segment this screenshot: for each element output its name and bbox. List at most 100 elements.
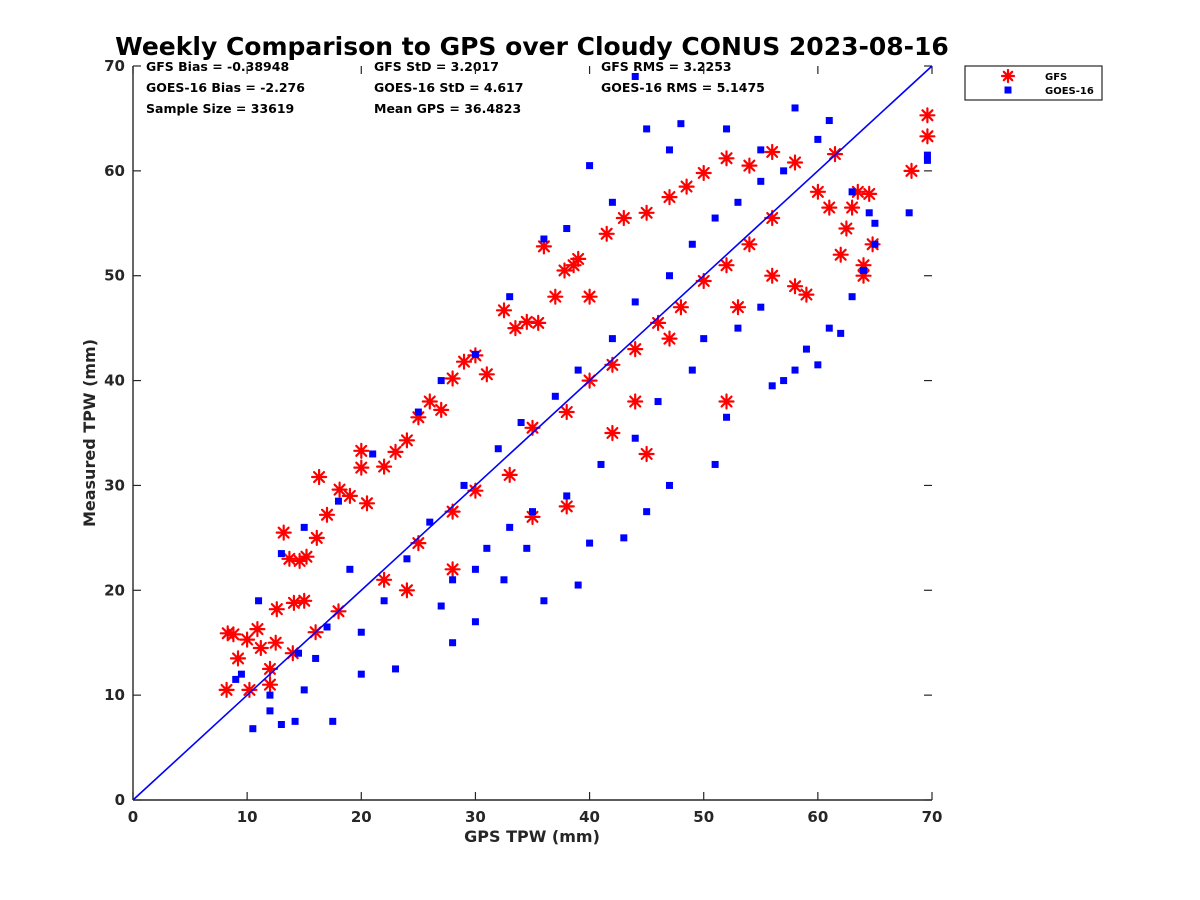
data-point [837, 329, 845, 337]
data-point [615, 209, 632, 227]
y-tick-label: 60 [104, 162, 125, 180]
data-point [380, 597, 388, 605]
data-point [723, 125, 731, 133]
data-point [300, 686, 308, 694]
x-tick-label: 0 [128, 808, 138, 826]
data-point [838, 220, 855, 237]
data-point [734, 198, 742, 206]
data-point [905, 209, 913, 217]
data-point [460, 481, 468, 489]
data-point [500, 576, 508, 584]
data-point [723, 413, 731, 421]
x-axis-label: GPS TPW (mm) [464, 827, 600, 846]
data-point [398, 582, 415, 599]
data-point [718, 257, 735, 274]
data-point [631, 72, 639, 80]
data-point [798, 286, 815, 303]
x-tick-label: 40 [579, 808, 600, 826]
stat-label: GOES-16 StD = 4.617 [374, 80, 523, 95]
data-point [650, 314, 667, 331]
data-point [312, 654, 320, 662]
data-point [357, 670, 365, 678]
data-point [620, 534, 628, 542]
data-point [757, 303, 765, 311]
data-point [638, 204, 655, 221]
data-point [741, 157, 758, 174]
data-point [241, 681, 258, 698]
data-point [232, 675, 240, 683]
data-point [353, 442, 370, 459]
y-tick-label: 10 [104, 686, 125, 704]
data-point [478, 366, 495, 383]
data-point [574, 581, 582, 589]
data-point [565, 257, 582, 274]
data-point [444, 561, 461, 578]
data-point [291, 552, 308, 569]
data-point [331, 481, 348, 498]
data-point [825, 324, 833, 332]
data-point [825, 117, 833, 125]
data-point [665, 146, 673, 154]
data-point [757, 146, 765, 154]
data-point [387, 443, 404, 460]
data-point [695, 272, 712, 290]
data-point [529, 508, 536, 516]
data-point [403, 555, 411, 563]
data-point [821, 199, 838, 216]
data-point [786, 154, 804, 171]
data-point [780, 167, 788, 175]
data-point [604, 356, 621, 373]
data-point [281, 550, 298, 567]
data-point [718, 393, 735, 410]
x-tick-label: 70 [922, 808, 943, 826]
data-point [275, 524, 292, 541]
data-point [865, 209, 873, 217]
data-point [296, 592, 313, 609]
data-point [861, 185, 878, 202]
data-point [483, 544, 491, 552]
data-point [764, 143, 781, 161]
data-point [757, 177, 765, 185]
data-point [631, 434, 639, 442]
data-point [225, 626, 242, 643]
data-point [608, 335, 616, 343]
y-axis-label: Measured TPW (mm) [80, 339, 99, 527]
data-point [718, 150, 735, 167]
legend-marker-gfs [1000, 68, 1016, 84]
data-point [780, 377, 788, 385]
data-point [517, 419, 525, 427]
data-point [291, 717, 299, 725]
stat-label: GFS Bias = -0.38948 [146, 59, 289, 74]
data-point [638, 445, 655, 463]
legend-label-gfs: GFS [1045, 72, 1067, 83]
data-point [268, 601, 285, 618]
data-point [903, 162, 920, 179]
data-point [871, 219, 879, 227]
data-point [239, 631, 256, 648]
axes-lines [132, 66, 932, 801]
data-point [346, 565, 354, 573]
data-point [523, 544, 531, 552]
data-point [353, 459, 370, 476]
x-tick-label: 60 [807, 808, 828, 826]
data-point [295, 649, 303, 657]
data-point [809, 183, 826, 200]
stat-label: Mean GPS = 36.4823 [374, 101, 521, 116]
y-axis: 0 10 20 30 40 50 60 70 [104, 57, 932, 809]
data-point [768, 382, 776, 390]
data-point [455, 353, 473, 370]
data-point [734, 324, 742, 332]
data-point [506, 523, 514, 531]
data-point [919, 107, 936, 124]
legend-label-goes-16: GOES-16 [1045, 86, 1094, 97]
data-point [802, 345, 810, 353]
data-point [237, 670, 245, 678]
data-point [551, 392, 559, 400]
data-point [540, 235, 548, 243]
data-point [661, 330, 678, 347]
data-point [261, 660, 279, 677]
data-point [688, 366, 696, 374]
data-point [471, 350, 479, 358]
data-point [277, 721, 285, 729]
data-point [249, 725, 257, 733]
